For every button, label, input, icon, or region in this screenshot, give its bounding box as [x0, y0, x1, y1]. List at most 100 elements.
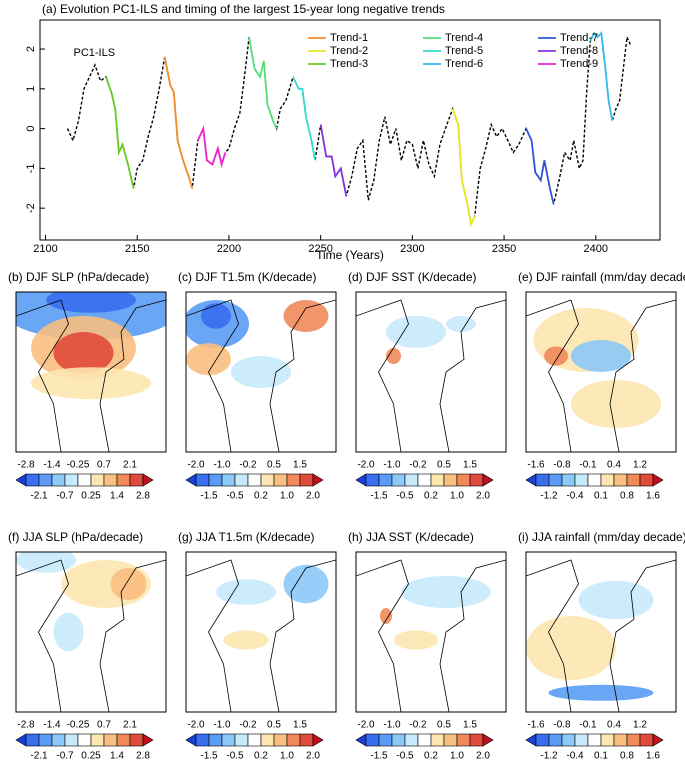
colorbar-box	[299, 733, 314, 747]
colorbar-box	[417, 473, 432, 487]
colorbar-label: 2.1	[123, 460, 137, 471]
colorbar-label: -1.6	[527, 460, 545, 471]
colorbar-label: -1.5	[200, 491, 218, 502]
colorbar-label: 0.8	[620, 751, 634, 762]
map-title: (i) JJA rainfall (mm/day decade)	[518, 530, 685, 544]
field-blob	[16, 552, 76, 573]
colorbar-label: 0.2	[424, 491, 438, 502]
field-blob	[216, 579, 276, 605]
trend-line	[163, 56, 194, 189]
colorbar-label: 0.7	[97, 460, 111, 471]
colorbar-box	[574, 733, 589, 747]
x-axis-label: Time (Years)	[316, 248, 384, 262]
colorbar-box	[456, 473, 471, 487]
colorbar-box	[299, 473, 314, 487]
colorbar-end	[652, 473, 664, 487]
colorbar-box	[443, 473, 458, 487]
colorbar-label: -2.0	[187, 720, 205, 731]
field-blob	[578, 580, 654, 620]
colorbar-box	[208, 473, 223, 487]
map-title: (f) JJA SLP (hPa/decade)	[8, 530, 143, 544]
colorbar-box	[587, 473, 602, 487]
colorbar-label: -0.2	[239, 720, 257, 731]
colorbar-label: -1.0	[213, 460, 231, 471]
colorbar-label: -1.0	[213, 720, 231, 731]
field-blob	[571, 340, 631, 372]
map-frame	[15, 291, 167, 453]
map-field	[356, 552, 506, 712]
colorbar-box	[587, 733, 602, 747]
colorbar-label: -0.8	[553, 720, 571, 731]
colorbar-label: 1.6	[646, 491, 660, 502]
colorbar-box	[639, 733, 654, 747]
colorbar-label: 0.7	[97, 720, 111, 731]
coastline	[16, 299, 69, 452]
annotation: PC1-ILS	[74, 47, 116, 59]
colorbar-box	[77, 733, 92, 747]
field-blob	[283, 300, 329, 332]
coastline	[439, 559, 506, 712]
field-blob	[110, 568, 147, 600]
colorbar-label: -1.5	[370, 491, 388, 502]
colorbar-label: 1.5	[293, 460, 307, 471]
colorbar-label: 0.4	[607, 460, 621, 471]
colorbar-label: -0.7	[56, 751, 74, 762]
map-frame	[355, 291, 507, 453]
colorbar-label: 1.5	[463, 460, 477, 471]
colorbar-box	[129, 473, 144, 487]
colorbar-label: 1.0	[450, 751, 464, 762]
field-blob	[544, 346, 568, 366]
colorbar-box	[221, 473, 236, 487]
colorbar-end	[355, 733, 367, 747]
colorbar-label: 1.0	[280, 491, 294, 502]
map-title: (b) DJF SLP (hPa/decade)	[8, 270, 149, 284]
colorbar-label: 0.2	[254, 751, 268, 762]
y-tick-label: 0	[25, 126, 37, 132]
x-tick-label: 2250	[308, 243, 332, 255]
colorbar-label: -0.1	[579, 460, 597, 471]
colorbar-box	[417, 733, 432, 747]
colorbar-box	[129, 733, 144, 747]
colorbar-label: 2.0	[476, 751, 490, 762]
colorbar-label: -1.2	[540, 491, 558, 502]
colorbar-box	[600, 733, 615, 747]
coastline	[526, 559, 579, 712]
legend-label: Trend-2	[330, 45, 368, 57]
coastline	[99, 299, 166, 452]
map-title: (e) DJF rainfall (mm/day decade)	[518, 270, 685, 284]
colorbar-label: -2.0	[187, 460, 205, 471]
coastline	[356, 299, 409, 452]
colorbar-label: -0.2	[239, 460, 257, 471]
colorbar-label: 2.0	[306, 491, 320, 502]
trend-line	[525, 128, 555, 205]
colorbar-end	[482, 733, 494, 747]
colorbar-label: -2.0	[357, 720, 375, 731]
colorbar-end	[15, 473, 27, 487]
field-blob	[201, 303, 231, 329]
colorbar-end	[525, 473, 537, 487]
field-blob	[571, 380, 661, 428]
x-tick-label: 2300	[400, 243, 424, 255]
colorbar-box	[64, 473, 79, 487]
colorbar-box	[613, 733, 628, 747]
field-blob	[53, 612, 84, 652]
coastline	[99, 559, 166, 712]
colorbar-box	[208, 733, 223, 747]
colorbar-label: -0.7	[56, 491, 74, 502]
colorbar-box	[430, 473, 445, 487]
trend-line	[196, 125, 227, 168]
colorbar-box	[90, 733, 105, 747]
colorbar-label: 1.4	[110, 751, 124, 762]
field-blob	[386, 316, 446, 348]
colorbar-label: 1.2	[633, 720, 647, 731]
legend-label: Trend-3	[330, 58, 368, 70]
colorbar-box	[535, 473, 550, 487]
colorbar-box	[260, 733, 275, 747]
colorbar-box	[626, 733, 641, 747]
coastline	[269, 559, 336, 712]
coastline	[269, 299, 336, 452]
colorbar-label: 0.2	[424, 751, 438, 762]
colorbar-box	[273, 733, 288, 747]
colorbar-label: -1.0	[383, 460, 401, 471]
colorbar-box	[456, 733, 471, 747]
